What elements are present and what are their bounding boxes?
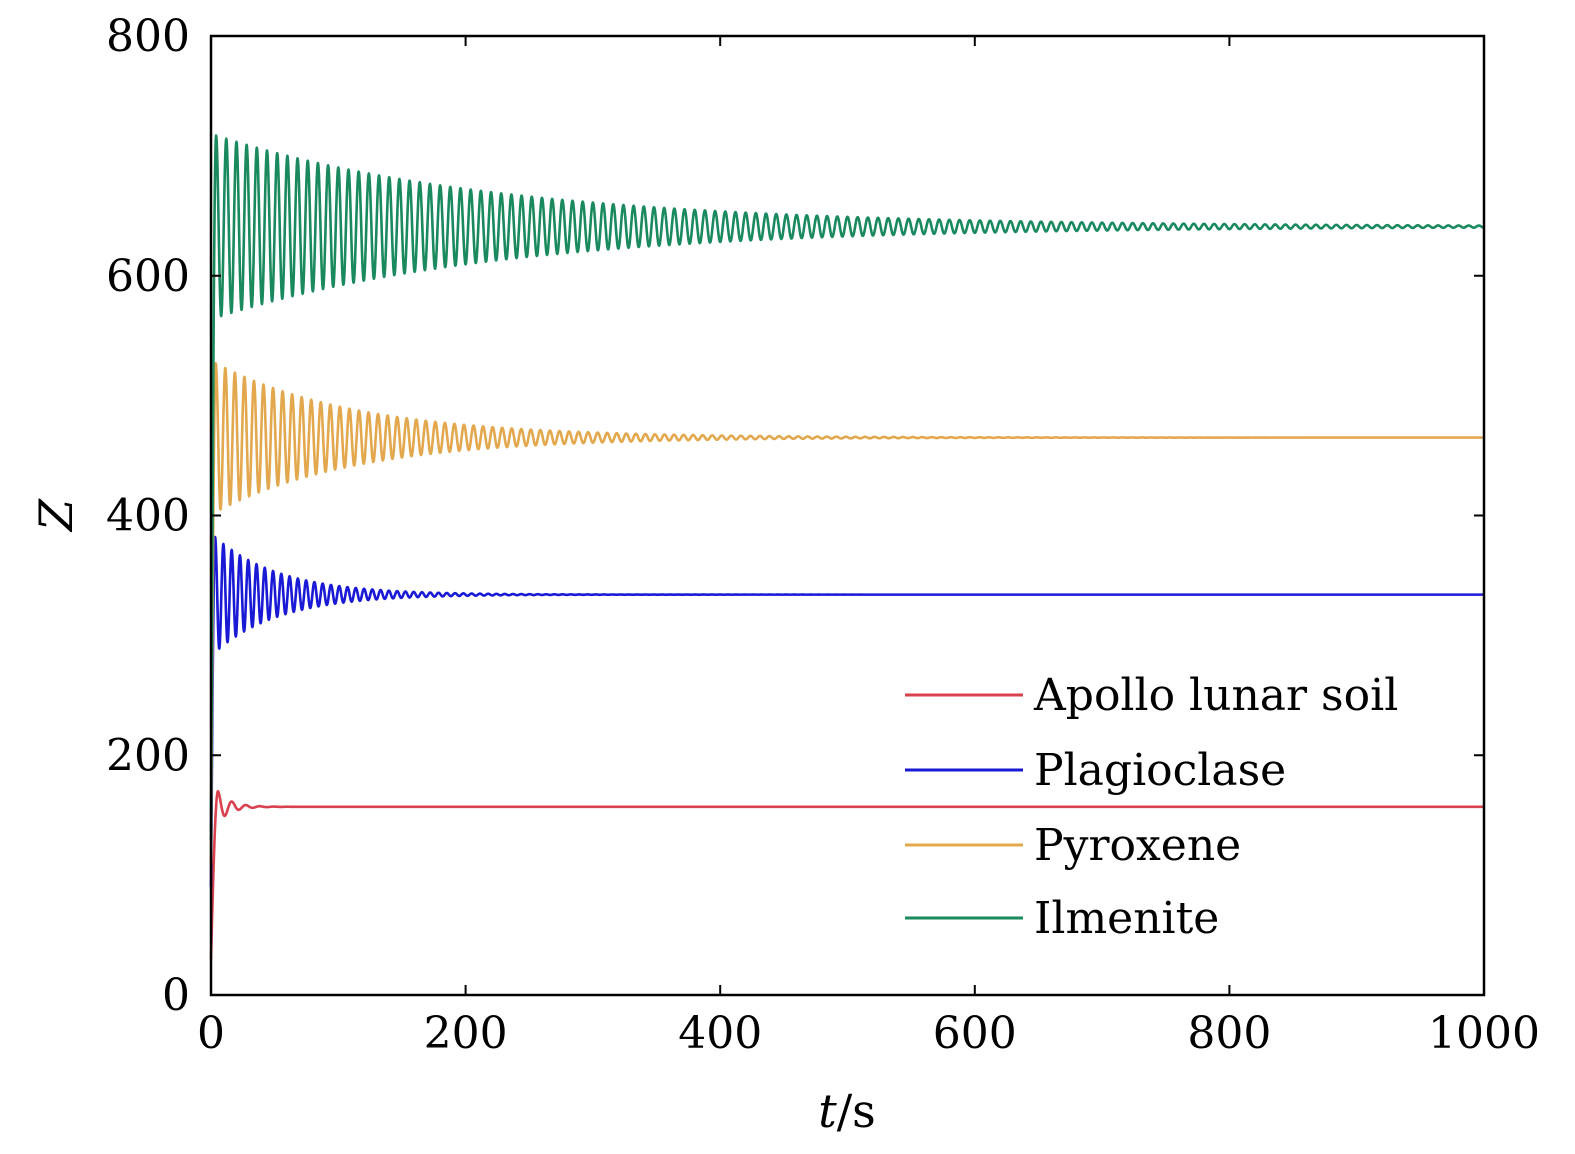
y-tick-label: 200 xyxy=(106,730,190,781)
x-tick-label: 600 xyxy=(933,1008,1017,1059)
tick-labels: 0 200 400 600 800 1000 0 200 400 600 800 xyxy=(106,11,1540,1059)
x-tick-label: 0 xyxy=(197,1008,225,1059)
x-axis-var: t xyxy=(818,1084,837,1138)
x-tick-label: 1000 xyxy=(1428,1008,1540,1059)
y-tick-label: 800 xyxy=(106,11,190,62)
series-line xyxy=(209,134,1485,840)
legend-label: Apollo lunar soil xyxy=(1033,670,1398,721)
legend: Apollo lunar soil Plagioclase Pyroxene Ilme… xyxy=(905,670,1398,944)
y-axis-label: Z xyxy=(29,498,83,533)
y-tick-label: 400 xyxy=(106,491,190,542)
legend-label: Pyroxene xyxy=(1034,820,1241,871)
series-line xyxy=(209,361,1485,864)
series-line xyxy=(209,535,1485,888)
plot-frame xyxy=(209,34,1486,997)
x-axis-label: t/s xyxy=(818,1084,876,1138)
y-tick-label: 600 xyxy=(106,251,190,302)
legend-label: Ilmenite xyxy=(1034,893,1219,944)
ticks-layer xyxy=(210,35,1485,996)
series-line xyxy=(209,789,1485,960)
x-tick-label: 400 xyxy=(678,1008,762,1059)
x-axis-unit: /s xyxy=(837,1084,876,1138)
series-layer xyxy=(209,134,1485,960)
x-tick-label: 800 xyxy=(1187,1008,1271,1059)
y-tick-label: 0 xyxy=(162,970,190,1021)
x-tick-label: 200 xyxy=(424,1008,508,1059)
legend-label: Plagioclase xyxy=(1034,745,1286,796)
